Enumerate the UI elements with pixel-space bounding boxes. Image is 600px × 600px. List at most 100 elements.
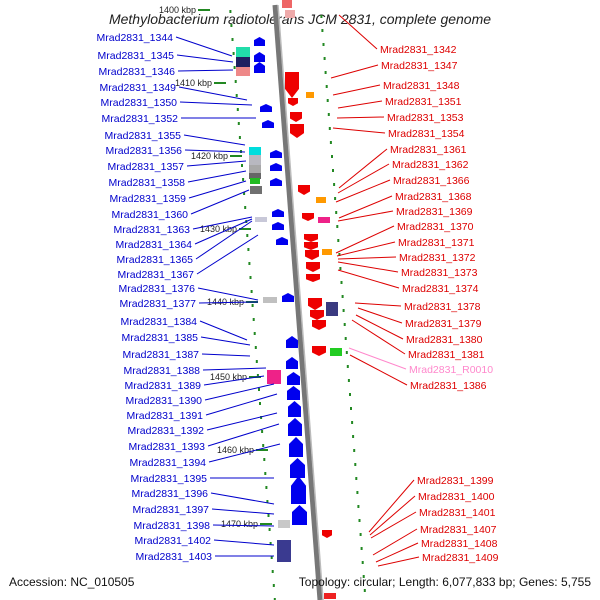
- gene-label-left[interactable]: Mrad2831_1355: [105, 130, 182, 142]
- gene-label-left[interactable]: Mrad2831_1359: [110, 193, 187, 205]
- gene-label-left[interactable]: Mrad2831_1403: [136, 551, 213, 563]
- ring-tick: [354, 463, 357, 466]
- gene-label-left[interactable]: Mrad2831_1393: [129, 441, 206, 453]
- ring-tick: [262, 444, 265, 447]
- genome-summary-text: Topology: circular; Length: 6,077,833 bp…: [299, 575, 592, 589]
- gene-block: [249, 147, 261, 155]
- gene-label-right[interactable]: Mrad2831_1399: [417, 475, 494, 487]
- gene-label-left[interactable]: Mrad2831_1349: [100, 82, 177, 94]
- gene-label-left[interactable]: Mrad2831_1389: [125, 380, 202, 392]
- leader-line: [186, 160, 247, 167]
- ring-tick: [335, 211, 338, 214]
- ring-tick: [268, 528, 271, 531]
- gene-label-left[interactable]: Mrad2831_1358: [109, 177, 186, 189]
- gene-label-left[interactable]: Mrad2831_1364: [116, 239, 193, 251]
- gene-label-right[interactable]: Mrad2831_R0010: [409, 364, 493, 376]
- ring-tick: [349, 393, 351, 396]
- ring-tick: [358, 519, 361, 522]
- gene-label-right[interactable]: Mrad2831_1401: [419, 507, 496, 519]
- leader-line: [206, 412, 278, 431]
- leader-line: [355, 314, 404, 340]
- gene-label-left[interactable]: Mrad2831_1384: [121, 316, 198, 328]
- gene-label-left[interactable]: Mrad2831_1396: [132, 488, 209, 500]
- gene-label-right[interactable]: Mrad2831_1342: [380, 44, 457, 56]
- gene-label-left[interactable]: Mrad2831_1385: [122, 332, 199, 344]
- gene-label-right[interactable]: Mrad2831_1386: [410, 380, 487, 392]
- leader-line: [211, 508, 275, 515]
- gene-label-left[interactable]: Mrad2831_1387: [123, 349, 200, 361]
- right-gene-labels: Mrad2831_1342 Mrad2831_1347 Mrad2831_1348 M…: [380, 44, 499, 564]
- gene-label-right[interactable]: Mrad2831_1408: [421, 538, 498, 550]
- gene-label-right[interactable]: Mrad2831_1361: [390, 144, 467, 156]
- gene-label-left[interactable]: Mrad2831_1388: [124, 365, 201, 377]
- gene-label-right[interactable]: Mrad2831_1354: [388, 128, 465, 140]
- gene-arrow-forward: [288, 401, 301, 417]
- gene-label-right[interactable]: Mrad2831_1372: [399, 252, 476, 264]
- gene-arrow-reverse: [304, 234, 318, 242]
- kbp-label: 1440 kbp: [207, 297, 244, 307]
- gene-label-right[interactable]: Mrad2831_1368: [395, 191, 472, 203]
- gene-label-left[interactable]: Mrad2831_1350: [101, 97, 178, 109]
- gene-label-right[interactable]: Mrad2831_1347: [381, 60, 458, 72]
- ring-tick: [350, 407, 352, 410]
- gene-label-left[interactable]: Mrad2831_1345: [98, 50, 175, 62]
- gene-label-right[interactable]: Mrad2831_1374: [402, 283, 479, 295]
- ring-tick: [255, 360, 258, 363]
- gene-label-right[interactable]: Mrad2831_1362: [392, 159, 469, 171]
- gene-label-right[interactable]: Mrad2831_1379: [405, 318, 482, 330]
- gene-arrow-forward: [287, 386, 300, 400]
- leader-line: [335, 179, 391, 203]
- gene-label-right[interactable]: Mrad2831_1353: [387, 112, 464, 124]
- gene-label-left[interactable]: Mrad2831_1360: [112, 209, 189, 221]
- gene-label-right[interactable]: Mrad2831_1369: [396, 206, 473, 218]
- gene-label-right[interactable]: Mrad2831_1373: [401, 267, 478, 279]
- gene-label-right[interactable]: Mrad2831_1400: [418, 491, 495, 503]
- gene-arrow-forward: [260, 104, 272, 112]
- gene-label-left[interactable]: Mrad2831_1395: [131, 473, 208, 485]
- gene-label-left[interactable]: Mrad2831_1344: [97, 32, 174, 44]
- ring-tick: [248, 262, 251, 265]
- gene-label-left[interactable]: Mrad2831_1392: [128, 425, 205, 437]
- gene-arrow-reverse: [306, 274, 320, 282]
- gene-label-left[interactable]: Mrad2831_1394: [130, 457, 207, 469]
- gene-label-left[interactable]: Mrad2831_1367: [118, 269, 195, 281]
- gene-label-right[interactable]: Mrad2831_1371: [398, 237, 475, 249]
- gene-label-left[interactable]: Mrad2831_1352: [102, 113, 179, 125]
- leader-line: [351, 319, 406, 355]
- leader-line: [187, 170, 247, 183]
- gene-label-left[interactable]: Mrad2831_1356: [106, 145, 183, 157]
- gene-label-right[interactable]: Mrad2831_1407: [420, 524, 497, 536]
- gene-label-right[interactable]: Mrad2831_1370: [397, 221, 474, 233]
- gene-label-left[interactable]: Mrad2831_1377: [120, 298, 197, 310]
- gene-label-right[interactable]: Mrad2831_1378: [404, 301, 481, 313]
- ring-tick: [231, 38, 234, 41]
- gene-arrow-reverse: [306, 262, 320, 272]
- gene-label-right[interactable]: Mrad2831_1380: [406, 334, 483, 346]
- gene-label-right[interactable]: Mrad2831_1381: [408, 349, 485, 361]
- kbp-label: 1420 kbp: [191, 151, 228, 161]
- leader-line: [203, 375, 265, 386]
- gene-label-left[interactable]: Mrad2831_1390: [126, 395, 203, 407]
- gene-label-left[interactable]: Mrad2831_1346: [99, 66, 176, 78]
- gene-label-left[interactable]: Mrad2831_1363: [114, 224, 191, 236]
- gene-label-left[interactable]: Mrad2831_1365: [117, 254, 194, 266]
- gene-label-left[interactable]: Mrad2831_1391: [127, 410, 204, 422]
- gene-label-right[interactable]: Mrad2831_1351: [385, 96, 462, 108]
- gene-label-right[interactable]: Mrad2831_1409: [422, 552, 499, 564]
- gene-label-right[interactable]: Mrad2831_1348: [383, 80, 460, 92]
- gene-label-right[interactable]: Mrad2831_1366: [393, 175, 470, 187]
- gene-arrow-reverse: [312, 346, 326, 356]
- ring-tick: [256, 374, 259, 377]
- gene-label-left[interactable]: Mrad2831_1357: [108, 161, 185, 173]
- leader-line: [368, 479, 415, 533]
- ring-tick: [238, 136, 241, 139]
- gene-label-left[interactable]: Mrad2831_1402: [135, 535, 212, 547]
- ring-tick: [356, 491, 359, 494]
- gene-label-left[interactable]: Mrad2831_1397: [133, 504, 210, 516]
- ring-tick: [322, 43, 325, 46]
- gene-label-left[interactable]: Mrad2831_1398: [134, 520, 211, 532]
- gene-label-left[interactable]: Mrad2831_1376: [119, 283, 196, 295]
- ring-tick: [332, 169, 334, 172]
